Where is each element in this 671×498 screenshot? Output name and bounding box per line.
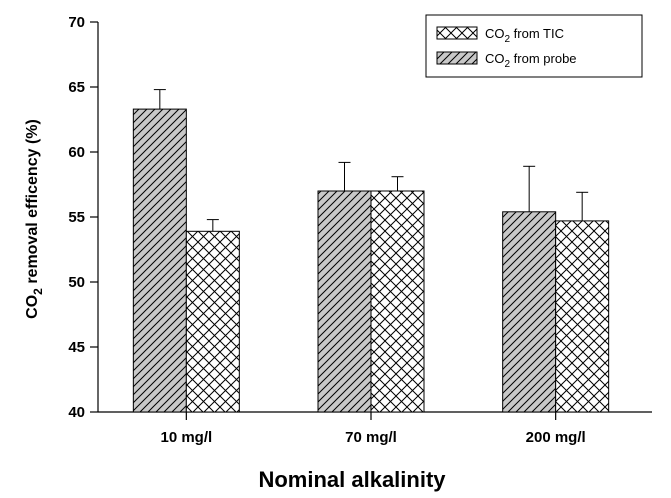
x-tick-label: 200 mg/l (526, 429, 586, 446)
legend-label: CO2 from probe (485, 51, 577, 70)
legend-label: CO2 from TIC (485, 26, 564, 45)
bars (132, 89, 610, 413)
y-axis-title-rest: removal efficency (%) (24, 119, 41, 288)
y-tick-label: 55 (68, 209, 85, 226)
y-tick-label: 65 (68, 79, 85, 96)
x-axis-title: Nominal alkalinity (258, 467, 446, 492)
y-tick-label: 50 (68, 274, 85, 291)
y-tick-label: 60 (68, 144, 85, 161)
bar (555, 220, 610, 413)
y-tick-label: 45 (68, 339, 85, 356)
y-axis-title-sub: 2 (31, 288, 45, 295)
legend-label-sub: 2 (505, 34, 511, 45)
bar (132, 108, 187, 413)
legend-label-main: CO (485, 26, 505, 41)
legend-swatch (436, 26, 478, 40)
legend-label-rest: from TIC (510, 26, 564, 41)
x-tick-label: 70 mg/l (345, 429, 397, 446)
x-tick-label: 10 mg/l (160, 429, 212, 446)
x-axis-categories: 10 mg/l 70 mg/l 200 mg/l (160, 412, 586, 446)
bar (370, 190, 425, 413)
y-tick-label: 40 (68, 404, 85, 421)
y-axis-title: CO2 removal efficency (%) (24, 119, 45, 319)
legend-swatch (436, 51, 478, 65)
legend-label-rest: from probe (510, 51, 576, 66)
y-axis-title-main: CO (24, 295, 41, 319)
y-axis-ticks: 40 45 50 55 60 65 70 (68, 14, 98, 421)
bar (317, 190, 372, 413)
legend-box (425, 14, 643, 78)
legend-label-sub: 2 (505, 59, 511, 70)
bar (502, 211, 557, 413)
y-tick-label: 70 (68, 14, 85, 31)
bar (185, 230, 240, 413)
legend-label-main: CO (485, 51, 505, 66)
